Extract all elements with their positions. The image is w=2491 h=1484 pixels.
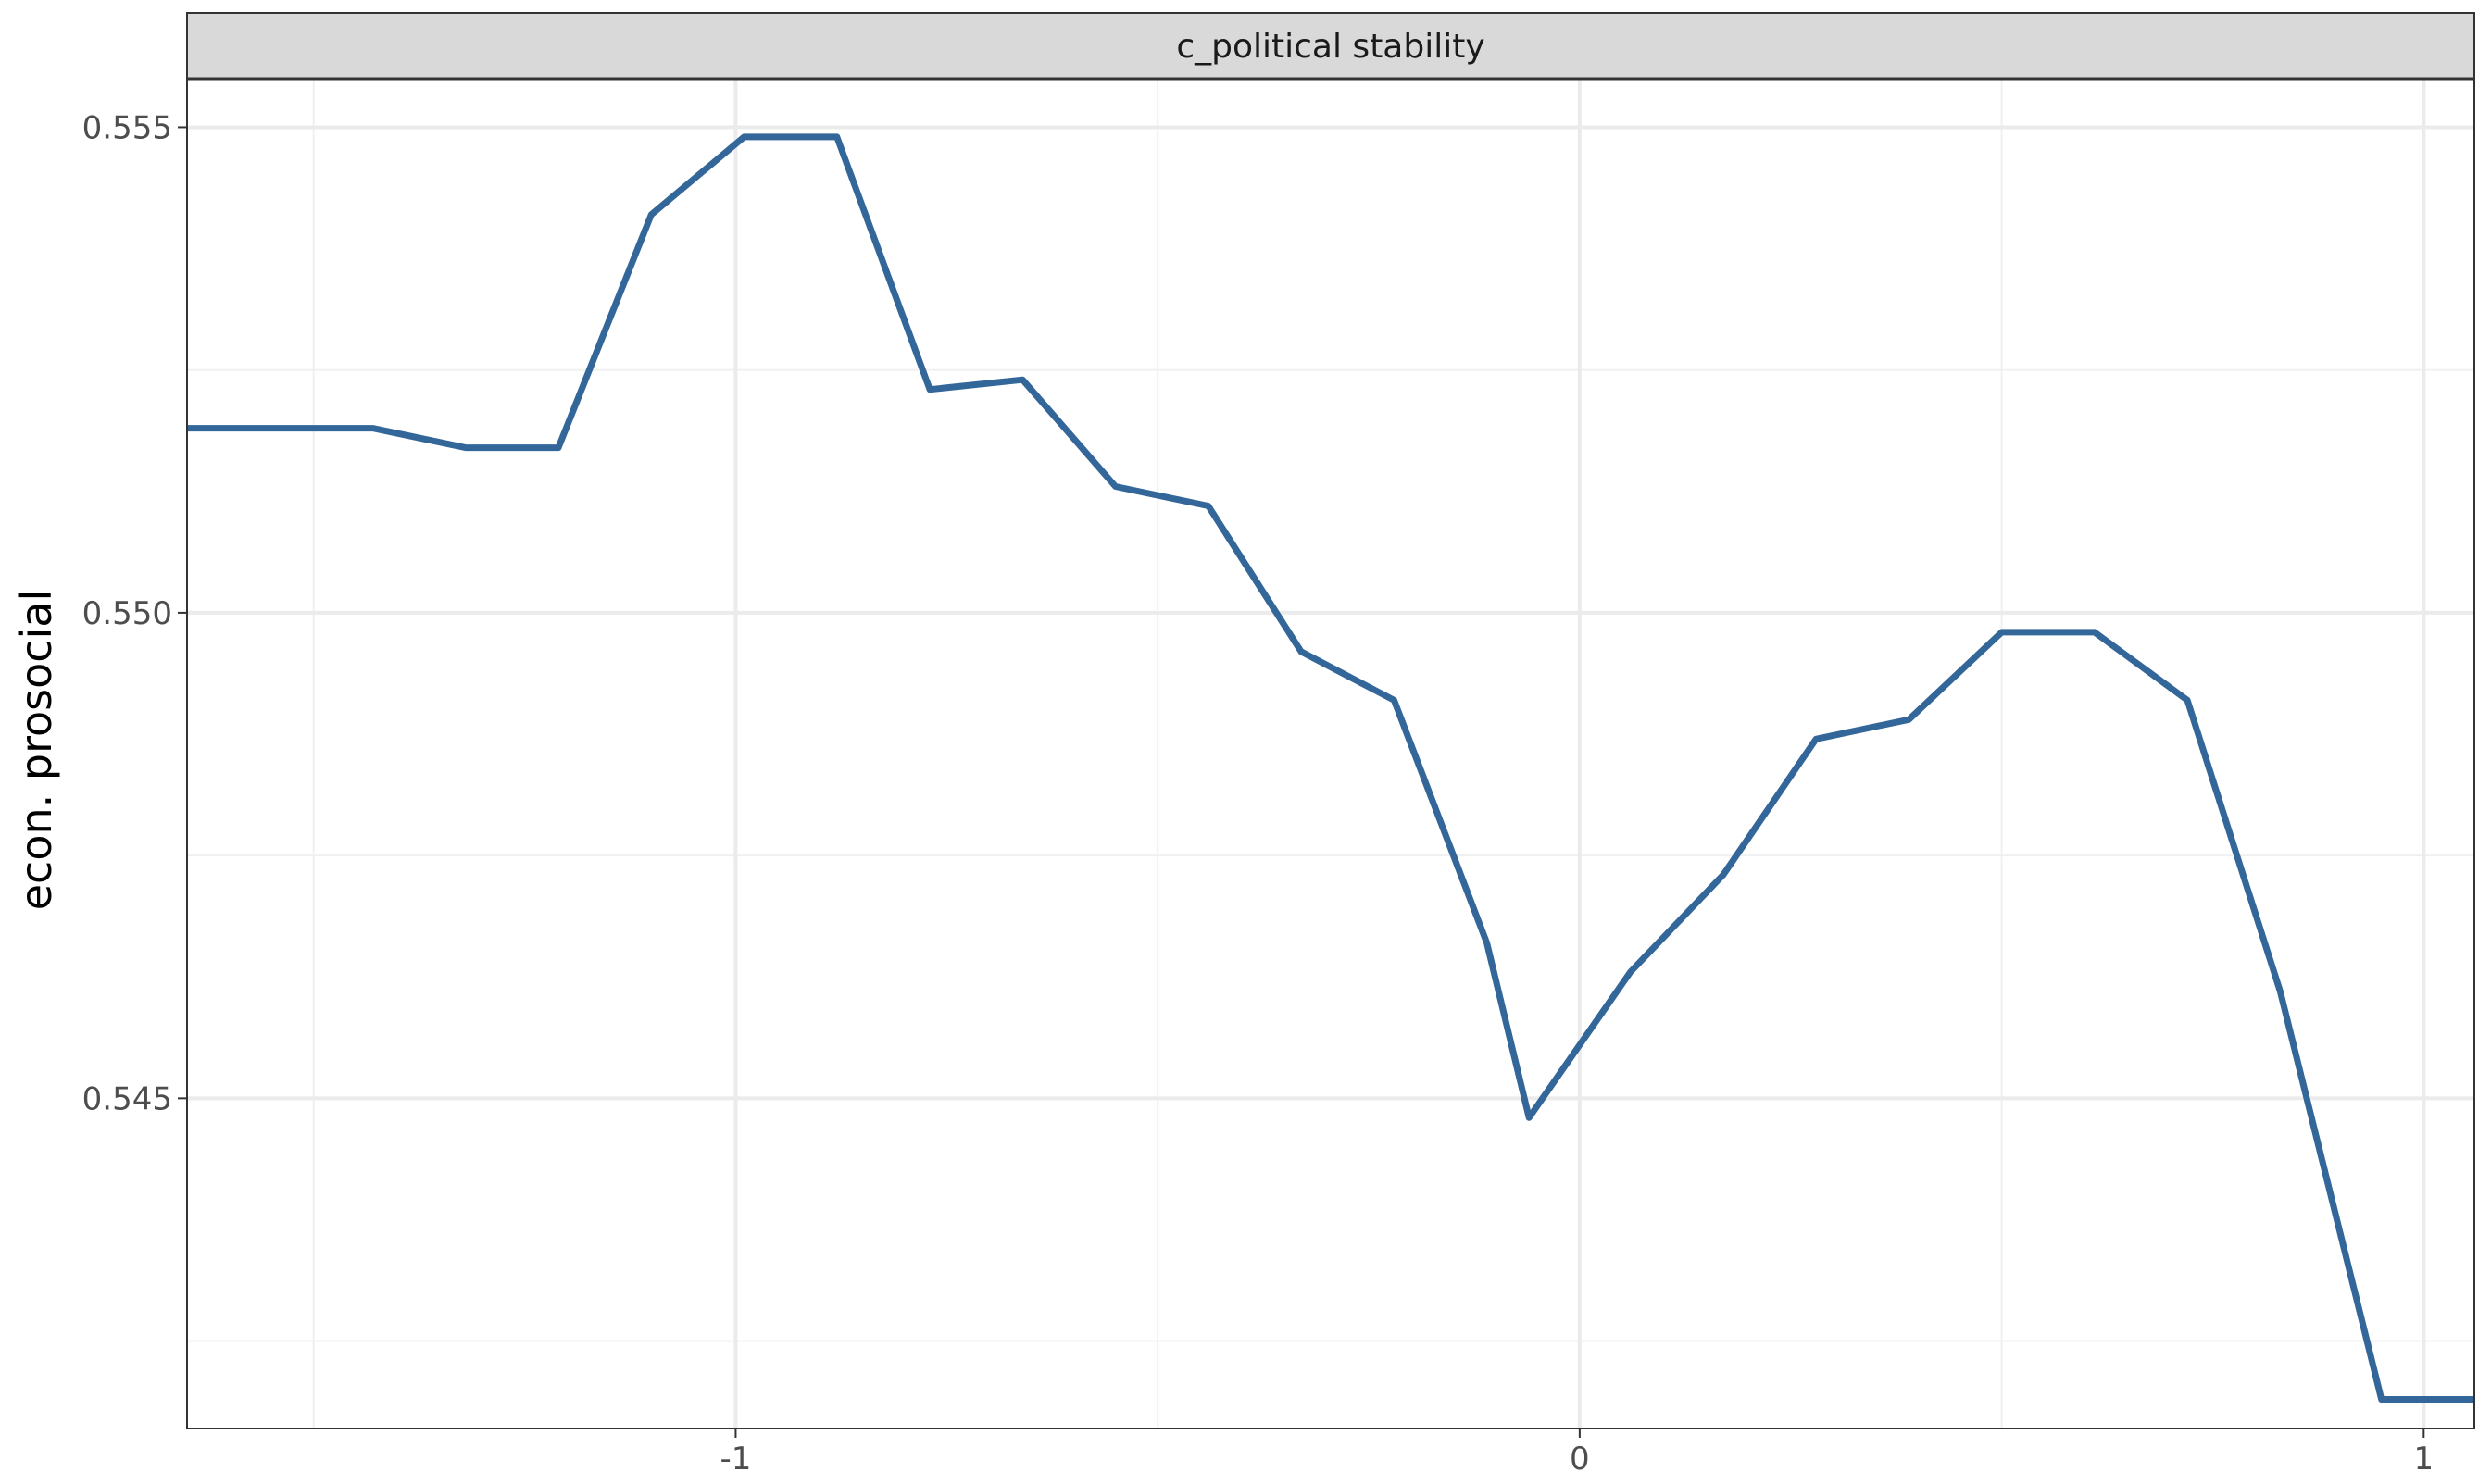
y-axis: 0.545 0.550 0.555: [82, 109, 187, 1117]
series-line-1: [187, 133, 2474, 1403]
x-tick-label: 1: [2413, 1440, 2434, 1478]
panel-background: [187, 79, 2474, 1428]
x-tick-label: 0: [1570, 1440, 1590, 1478]
series-layer: [187, 133, 2474, 1403]
y-tick-label: 0.545: [82, 1080, 172, 1117]
x-axis: -1 0 1: [720, 1428, 2434, 1478]
y-axis-label: econ. prosocial: [11, 590, 61, 911]
x-tick-label: -1: [720, 1440, 751, 1478]
minor-gridlines: [187, 79, 2474, 1428]
y-tick-label: 0.550: [82, 595, 172, 632]
y-tick-label: 0.555: [82, 109, 172, 146]
facet-strip-label: c_political stability: [1176, 28, 1484, 66]
major-gridlines: [187, 79, 2474, 1428]
facet-strip: [186, 12, 2475, 80]
